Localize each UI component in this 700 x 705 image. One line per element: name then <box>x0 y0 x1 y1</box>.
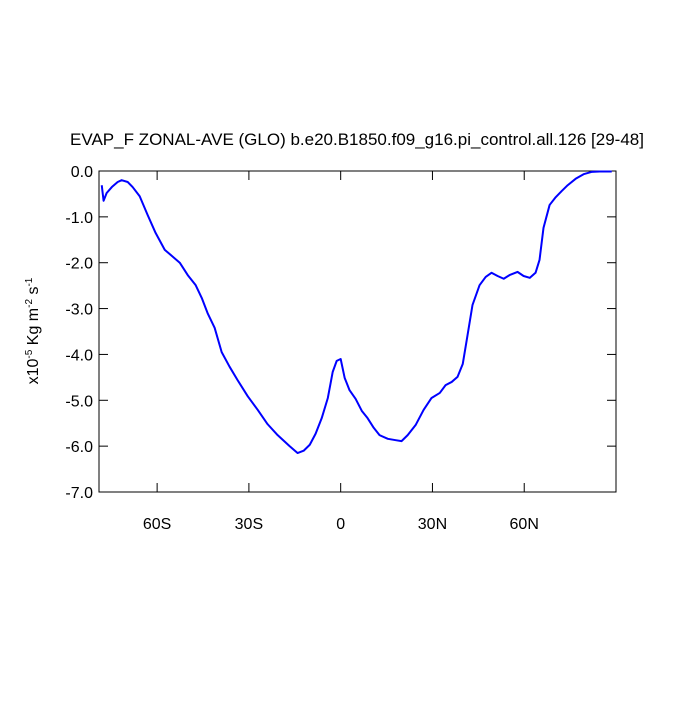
y-label-sup: -1 <box>24 277 35 286</box>
y-tick-label: -4.0 <box>65 347 93 364</box>
chart-title: EVAP_F ZONAL-AVE (GLO) b.e20.B1850.f09_g… <box>70 130 644 149</box>
y-tick-label: 0.0 <box>71 164 93 181</box>
y-tick-label: -3.0 <box>65 302 93 319</box>
x-tick-label: 0 <box>336 516 345 533</box>
y-tick-label: -6.0 <box>65 439 93 456</box>
y-label-part: Kg m <box>25 308 42 350</box>
y-tick-label: -5.0 <box>65 393 93 410</box>
y-label-part: s <box>25 287 42 299</box>
y-tick-label: -2.0 <box>65 256 93 273</box>
x-tick-label: 30S <box>235 516 263 533</box>
x-tick-label: 30N <box>418 516 447 533</box>
x-tick-label: 60N <box>510 516 539 533</box>
plot-frame <box>98 170 617 493</box>
y-tick-label: -7.0 <box>65 485 93 502</box>
x-tick-label: 60S <box>143 516 171 533</box>
data-line <box>100 170 612 455</box>
y-tick-label: -1.0 <box>65 210 93 227</box>
y-label-sup: -2 <box>24 299 35 308</box>
y-label-sup: -5 <box>24 349 35 358</box>
y-axis-label: x10-5 Kg m-2 s-1 <box>24 277 42 384</box>
y-label-part: x10 <box>25 358 42 384</box>
